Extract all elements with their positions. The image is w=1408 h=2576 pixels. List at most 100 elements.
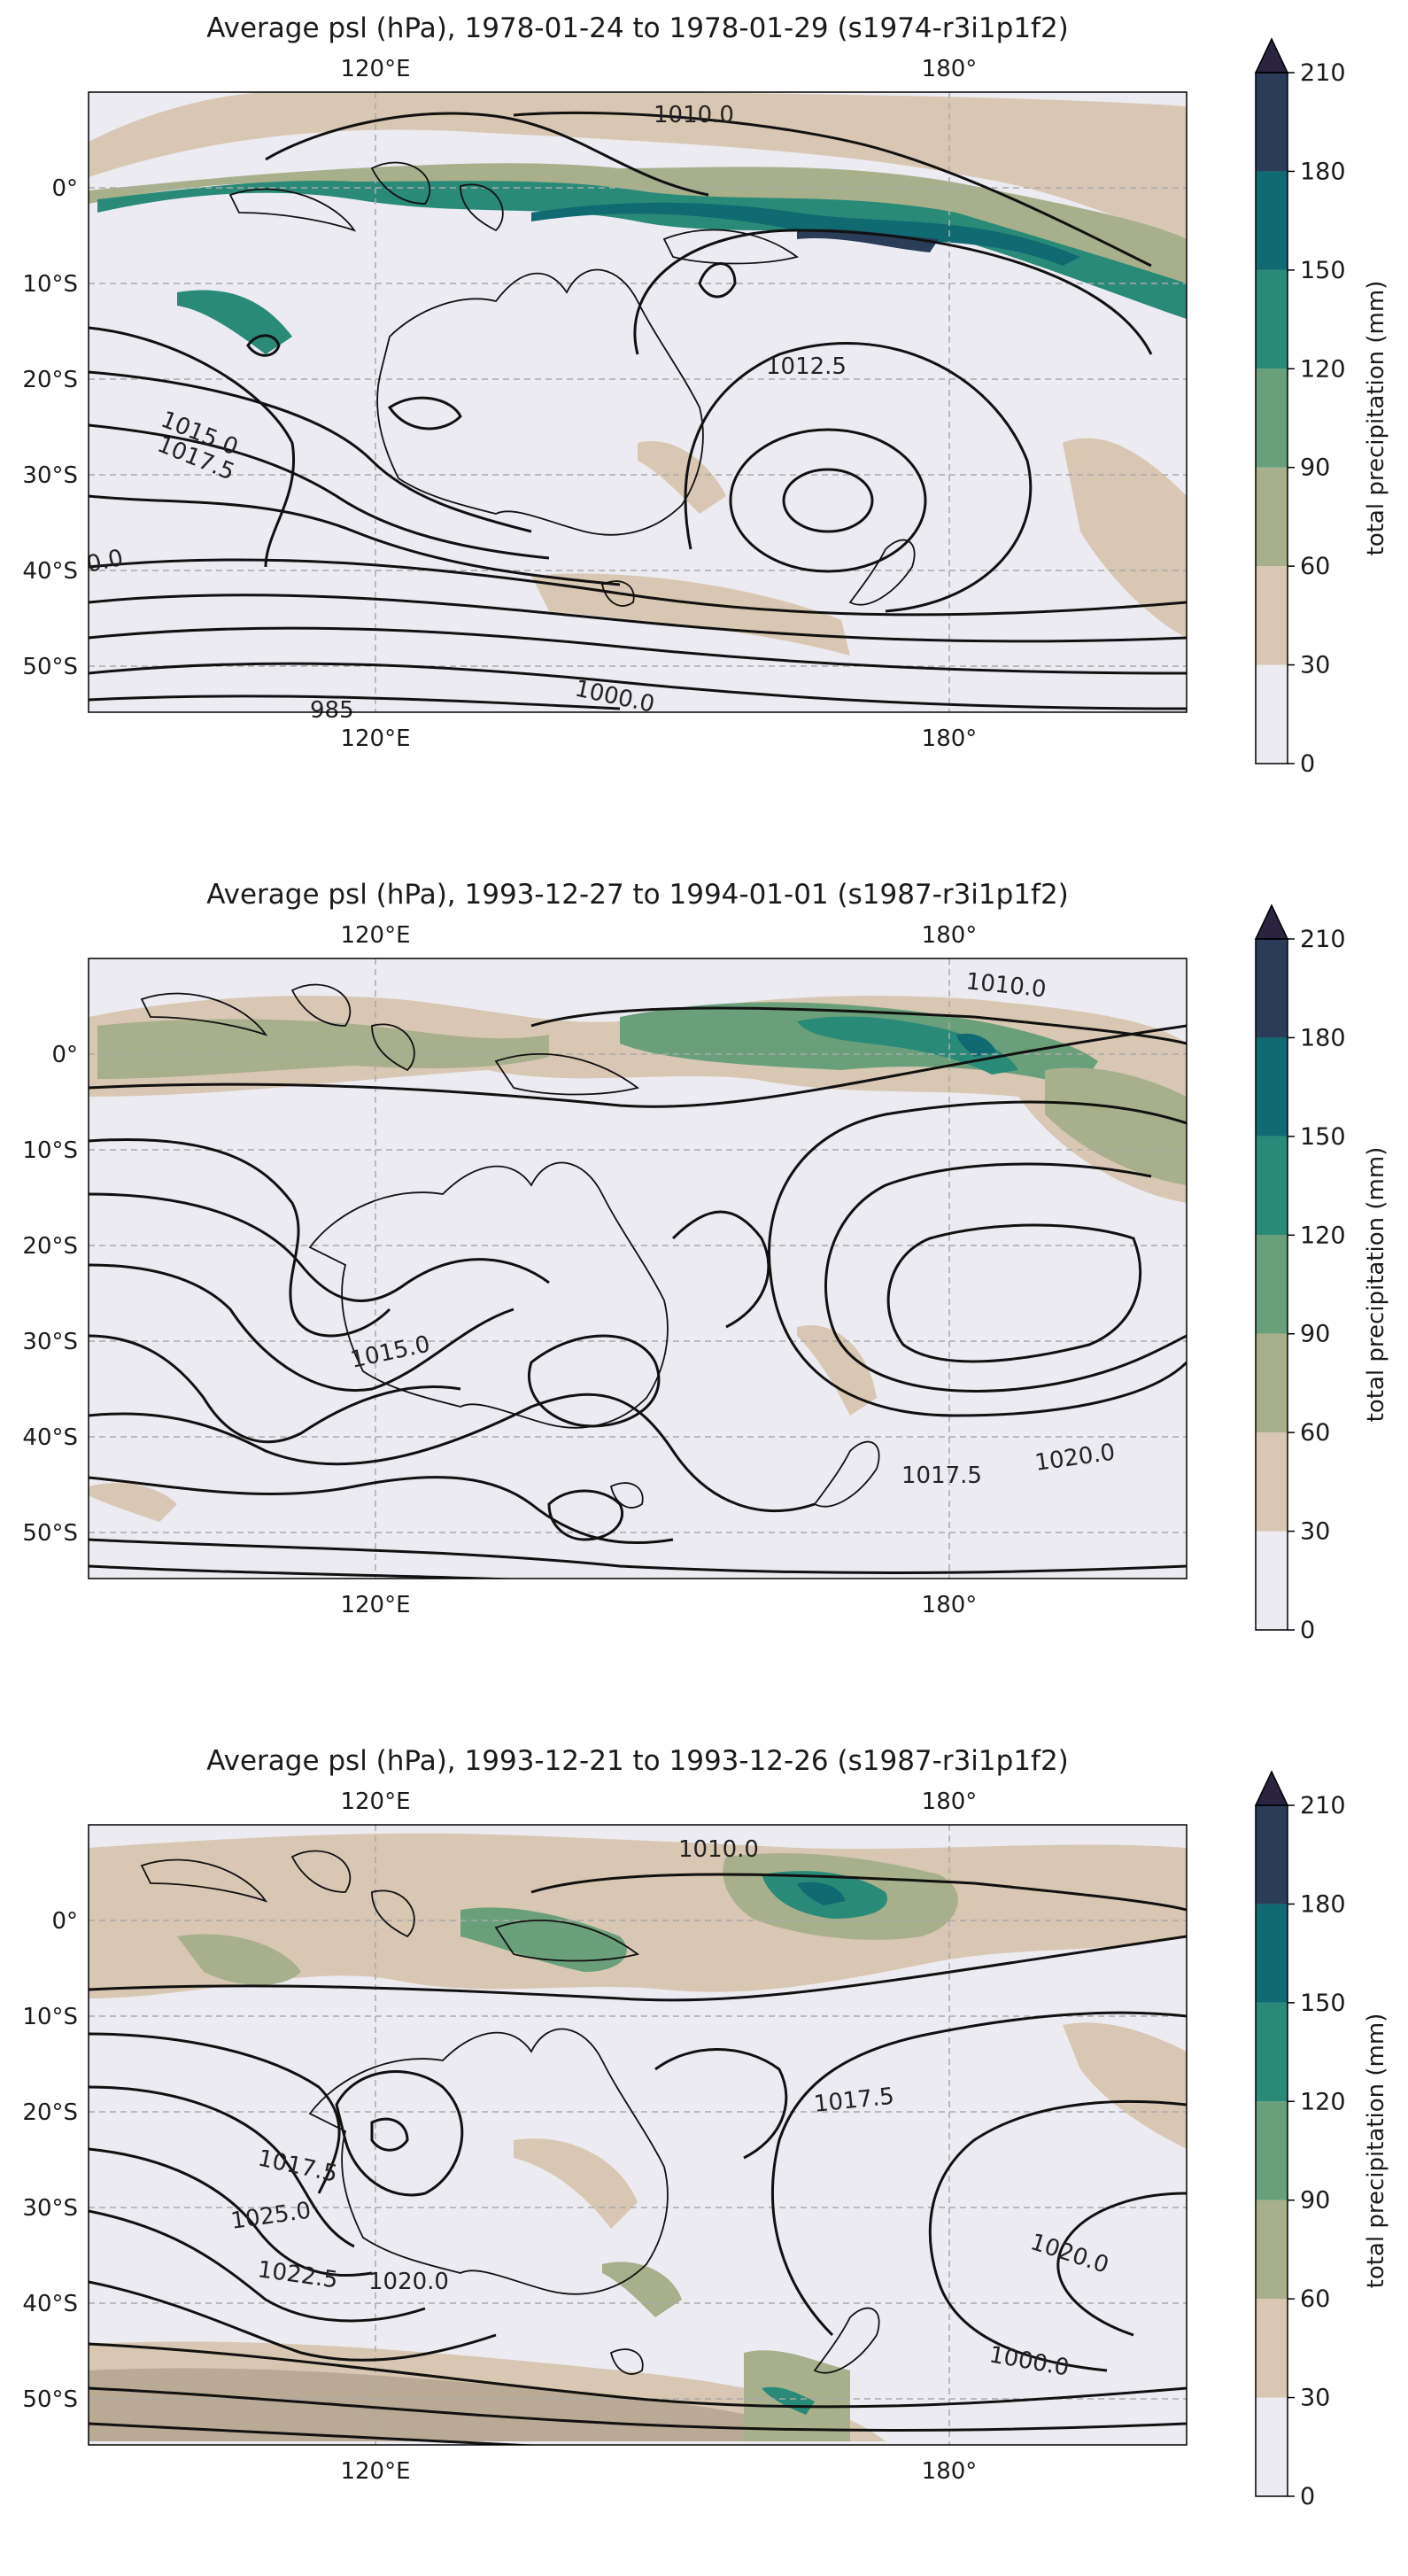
contour-label: 1010.0: [678, 1836, 759, 1863]
colorbar-frame: [1255, 938, 1288, 1631]
lon-tick-top: 180°: [922, 56, 978, 82]
colorbar-segment: [1256, 2200, 1288, 2300]
colorbar-tick-label: 150: [1300, 1123, 1346, 1151]
colorbar-frame: [1255, 1804, 1288, 2497]
lat-tick: 0°: [51, 1908, 78, 1935]
lat-tick: 30°S: [22, 462, 78, 489]
panel-title: Average psl (hPa), 1993-12-21 to 1993-12…: [206, 1745, 1069, 1777]
panel-title: Average psl (hPa), 1978-01-24 to 1978-01…: [206, 12, 1069, 44]
contour-label: 1010.0: [654, 102, 734, 128]
map-frame: [88, 1824, 1188, 2446]
lat-tick: 30°S: [22, 1329, 78, 1355]
map-frame: [88, 958, 1188, 1579]
colorbar-label: total precipitation (mm): [1363, 1147, 1389, 1423]
colorbar-segment: [1256, 1235, 1288, 1334]
colorbar-tick-label: 120: [1300, 2088, 1346, 2115]
colorbar-tick-label: 180: [1300, 1890, 1346, 1918]
axis-ticks: 120°E 180° 120°E 180° 0° 10°S 20°S 30°S …: [22, 1788, 977, 2485]
colorbar-extend-arrow: [1254, 1770, 1289, 1806]
precipitation-field: [89, 92, 1187, 656]
lat-tick: 20°S: [22, 1233, 78, 1260]
lon-tick-top: 180°: [922, 1788, 978, 1815]
axis-ticks: 120°E 180° 120°E 180° 0° 10°S 20°S 30°S …: [22, 922, 977, 1618]
colorbar-tick-label: 60: [1300, 1419, 1330, 1447]
colorbar-tick-label: 120: [1300, 1222, 1346, 1249]
colorbar-tick-label: 120: [1300, 355, 1346, 383]
contour-label: 1020.0: [368, 2269, 449, 2295]
coastlines: [140, 983, 880, 1509]
colorbar-extend-arrow: [1254, 37, 1289, 74]
colorbar-segment: [1256, 1531, 1288, 1630]
colorbar-tick-label: 210: [1300, 1792, 1346, 1819]
lat-tick: 20°S: [22, 2099, 78, 2126]
colorbar-tick-label: 0: [1300, 2483, 1315, 2510]
colorbar-tick-label: 180: [1300, 158, 1346, 185]
colorbar-frame: [1255, 72, 1288, 764]
colorbar-segment: [1256, 467, 1288, 567]
colorbar-segment: [1256, 1805, 1288, 1905]
contour-label: 1017.5: [901, 1463, 982, 1489]
colorbar-segment: [1256, 2397, 1288, 2496]
colorbar-tick-label: 150: [1300, 1990, 1346, 2017]
lat-tick: 40°S: [22, 558, 78, 585]
lat-tick: 10°S: [22, 2004, 78, 2030]
lon-tick-bottom: 120°E: [340, 2458, 410, 2485]
colorbar-tick-label: 180: [1300, 1024, 1346, 1051]
gridlines: [89, 958, 1187, 1579]
lon-tick-bottom: 120°E: [340, 1592, 410, 1618]
colorbar-extend-arrow: [1254, 904, 1289, 940]
colorbar: 0 30 60 90 120 150 180 210 total precipitation (…: [1254, 1770, 1389, 2510]
lon-tick-bottom: 180°: [922, 725, 978, 752]
lon-tick-top: 120°E: [340, 1788, 410, 1815]
colorbar-segment: [1256, 664, 1288, 764]
contour-label: 1012.5: [766, 353, 847, 380]
lat-tick: 30°S: [22, 2195, 78, 2222]
colorbar-segment: [1256, 1904, 1288, 2003]
isobars: [89, 1873, 1187, 2445]
colorbar-tick-label: 90: [1300, 454, 1330, 482]
isobars: [89, 1006, 1187, 1579]
lat-tick: 50°S: [22, 2386, 78, 2413]
colorbar-segment: [1256, 369, 1288, 468]
colorbar-segment: [1256, 2002, 1288, 2102]
map-panel-1: Average psl (hPa), 1978-01-24 to 1978-01…: [0, 0, 1408, 843]
lat-tick: 40°S: [22, 1424, 78, 1451]
colorbar-tick-label: 0: [1300, 1617, 1315, 1644]
colorbar-segment: [1256, 1136, 1288, 1236]
map-figure: 1010.0 1015.0 1017.5 1020.0 120°E 180° 1…: [22, 904, 1389, 1644]
colorbar-segment: [1256, 2101, 1288, 2200]
gridlines: [89, 92, 1187, 712]
map-frame: [88, 91, 1188, 713]
colorbar-tick-label: 60: [1300, 2285, 1330, 2313]
precipitation-field: [89, 996, 1187, 1522]
colorbar-tick-label: 30: [1300, 1518, 1330, 1546]
colorbar-tick-label: 90: [1300, 1321, 1330, 1348]
isobars: [89, 111, 1187, 710]
lon-tick-top: 120°E: [340, 922, 410, 949]
precipitation-field: [89, 1833, 1187, 2441]
lon-tick-top: 180°: [922, 922, 978, 949]
contour-label: 985: [310, 697, 354, 724]
lon-tick-bottom: 180°: [922, 2458, 978, 2485]
colorbar-segment: [1256, 566, 1288, 665]
colorbar-label: total precipitation (mm): [1363, 281, 1389, 556]
lat-tick: 0°: [51, 175, 78, 202]
axis-ticks: 120°E 180° 120°E 180° 0° 10°S 20°S 30°S …: [22, 56, 977, 752]
colorbar-segment: [1256, 2299, 1288, 2398]
colorbar-tick-label: 60: [1300, 553, 1330, 580]
colorbar-tick-label: 210: [1300, 59, 1346, 87]
coastlines: [140, 1850, 880, 2375]
colorbar-tick-label: 0: [1300, 750, 1315, 778]
colorbar-segment: [1256, 171, 1288, 270]
lat-tick: 20°S: [22, 367, 78, 393]
colorbar-tick-label: 30: [1300, 652, 1330, 679]
lat-tick: 50°S: [22, 1520, 78, 1547]
lon-tick-bottom: 120°E: [340, 725, 410, 752]
colorbar-tick-label: 30: [1300, 2385, 1330, 2412]
map-panel-2: Average psl (hPa), 1993-12-27 to 1994-01…: [0, 866, 1408, 1710]
map-figure: 1010.0 1012.5 1015.0 1017.5 0.0 1000.0 9…: [22, 37, 1389, 778]
colorbar: 0 30 60 90 120 150 180 210 total precipitation (…: [1254, 37, 1389, 778]
colorbar-tick-label: 210: [1300, 926, 1346, 953]
map-figure: 1010.0 1017.5 1017.5 1025.0 1022.5 1020.…: [22, 1770, 1389, 2510]
colorbar-label: total precipitation (mm): [1363, 2013, 1389, 2289]
